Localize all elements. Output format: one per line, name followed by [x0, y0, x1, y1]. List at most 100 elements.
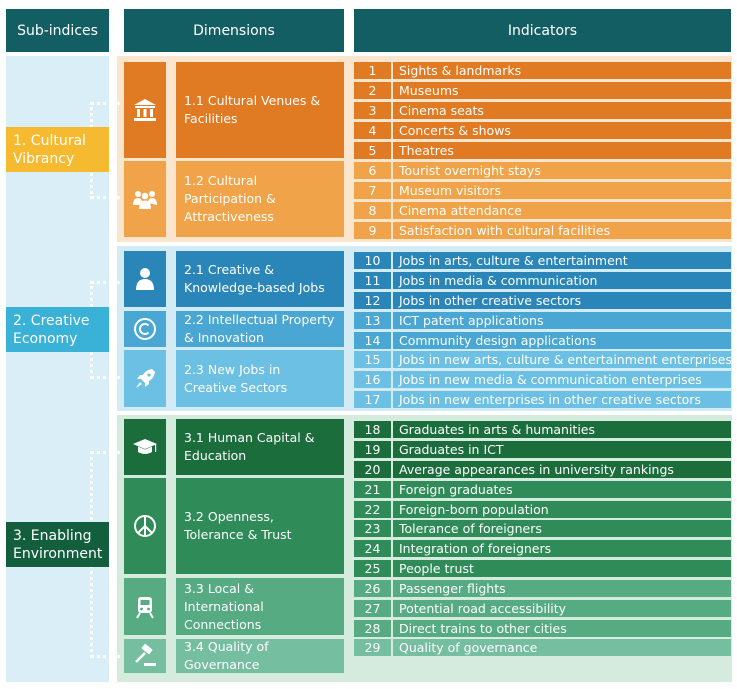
dimension-3-2: 3.2 Openness, Tolerance & Trust: [176, 478, 344, 574]
indicator-row: 28 Direct trains to other cities: [354, 620, 731, 637]
indicator-row: 12 Jobs in other creative sectors: [354, 292, 731, 309]
dimension-2-1-icon-box: [124, 251, 166, 307]
indicator-row: 13 ICT patent applications: [354, 312, 731, 329]
indicator-label: ICT patent applications: [393, 312, 731, 329]
indicator-number: 27: [354, 600, 391, 617]
indicator-label: Potential road accessibility: [393, 600, 731, 617]
dimension-3-4-icon-box: [124, 639, 166, 673]
dimension-2-3: 2.3 New Jobs in Creative Sectors: [176, 350, 344, 407]
indicator-number: 28: [354, 620, 391, 637]
indicator-row: 15 Jobs in new arts, culture & entertainm…: [354, 351, 731, 368]
indicator-label: Satisfaction with cultural facilities: [393, 222, 731, 239]
indicator-number: 29: [354, 639, 391, 656]
indicator-row: 20 Average appearances in university rank…: [354, 461, 731, 478]
indicator-number: 24: [354, 540, 391, 557]
indicator-label: Average appearances in university rankin…: [393, 461, 731, 478]
indicator-label: People trust: [393, 560, 731, 577]
indicator-label: Jobs in new enterprises in other creativ…: [393, 391, 731, 408]
indicator-label: Jobs in new arts, culture & entertainmen…: [393, 351, 731, 368]
dimension-2-2-icon-box: [124, 311, 166, 347]
dimension-3-3: 3.3 Local & International Connections: [176, 578, 344, 635]
indicator-number: 8: [354, 202, 391, 219]
dimension-label: 2.2 Intellectual Property & Innovation: [184, 312, 335, 345]
indicator-number: 19: [354, 441, 391, 458]
dimension-label: 1.2 Cultural Participation & Attractiven…: [184, 173, 276, 224]
indicator-row: 22 Foreign-born population: [354, 501, 731, 518]
people-icon: [133, 191, 157, 209]
indicator-number: 20: [354, 461, 391, 478]
indicator-row: 26 Passenger flights: [354, 580, 731, 597]
indicator-number: 7: [354, 182, 391, 199]
indicator-number: 22: [354, 501, 391, 518]
indicator-number: 10: [354, 252, 391, 269]
indicator-label: Museums: [393, 82, 731, 99]
subindex-creative-economy: 2. Creative Economy: [6, 307, 109, 352]
indicator-label: Museum visitors: [393, 182, 731, 199]
indicator-row: 5 Theatres: [354, 142, 731, 159]
dimension-label: 2.1 Creative & Knowledge-based Jobs: [184, 262, 325, 295]
indicator-label: Sights & landmarks: [393, 62, 731, 79]
subindex-label: 3. Enabling Environment: [13, 527, 103, 562]
peace-icon: [134, 515, 156, 537]
indicator-number: 14: [354, 332, 391, 349]
header-dimensions: Dimensions: [124, 9, 344, 52]
indicator-row: 21 Foreign graduates: [354, 481, 731, 498]
dimension-1-1: 1.1 Cultural Venues & Facilities: [176, 62, 344, 158]
indicator-number: 6: [354, 162, 391, 179]
indicator-label: Jobs in new media & communication enterp…: [393, 371, 731, 388]
rocket-icon: [136, 368, 155, 388]
header-subindices: Sub-indices: [6, 9, 109, 52]
indicator-label: Foreign-born population: [393, 501, 731, 518]
indicator-label: Quality of governance: [393, 639, 731, 656]
indicator-row: 11 Jobs in media & communication: [354, 272, 731, 289]
indicator-row: 24 Integration of foreigners: [354, 540, 731, 557]
indicator-row: 14 Community design applications: [354, 332, 731, 349]
dimension-label: 3.3 Local & International Connections: [184, 580, 264, 632]
gavel-icon: [135, 643, 156, 666]
graduation-cap-icon: [133, 439, 157, 454]
indicator-row: 18 Graduates in arts & humanities: [354, 421, 731, 438]
indicator-row: 1 Sights & landmarks: [354, 62, 731, 79]
dimension-label: 1.1 Cultural Venues & Facilities: [184, 93, 321, 126]
subindex-enabling-environment: 3. Enabling Environment: [6, 522, 109, 567]
indicator-label: Cinema seats: [393, 102, 731, 119]
indicator-label: Tolerance of foreigners: [393, 520, 731, 537]
indicator-number: 18: [354, 421, 391, 438]
indicator-number: 3: [354, 102, 391, 119]
header-indicators: Indicators: [354, 9, 731, 52]
dimension-3-4: 3.4 Quality of Governance: [176, 639, 344, 673]
dimension-label: 3.2 Openness, Tolerance & Trust: [184, 509, 292, 542]
indicator-row: 10 Jobs in arts, culture & entertainment: [354, 252, 731, 269]
dimension-2-3-icon-box: [124, 350, 166, 407]
indicator-number: 21: [354, 481, 391, 498]
indicator-label: Theatres: [393, 142, 731, 159]
indicator-number: 13: [354, 312, 391, 329]
indicator-label: Direct trains to other cities: [393, 620, 731, 637]
museum-icon: [134, 99, 156, 121]
indicator-label: Jobs in arts, culture & entertainment: [393, 252, 731, 269]
subindex-cultural-vibrancy: 1. Cultural Vibrancy: [6, 127, 109, 172]
indicator-label: Tourist overnight stays: [393, 162, 731, 179]
indicator-row: 2 Museums: [354, 82, 731, 99]
indicator-row: 19 Graduates in ICT: [354, 441, 731, 458]
dimension-label: 3.1 Human Capital & Education: [184, 430, 315, 463]
person-icon: [136, 268, 154, 290]
subindex-label: 2. Creative Economy: [13, 312, 90, 347]
indicator-number: 12: [354, 292, 391, 309]
indicator-number: 4: [354, 122, 391, 139]
indicator-row: 3 Cinema seats: [354, 102, 731, 119]
indicator-row: 25 People trust: [354, 560, 731, 577]
train-icon: [136, 596, 154, 619]
dimension-1-2-icon-box: [124, 161, 166, 237]
indicator-number: 1: [354, 62, 391, 79]
subindex-label: 1. Cultural Vibrancy: [13, 132, 86, 167]
indicator-row: 29 Quality of governance: [354, 639, 731, 656]
indicator-number: 15: [354, 351, 391, 368]
indicator-row: 4 Concerts & shows: [354, 122, 731, 139]
indicator-row: 7 Museum visitors: [354, 182, 731, 199]
indicator-number: 25: [354, 560, 391, 577]
dimension-1-2: 1.2 Cultural Participation & Attractiven…: [176, 161, 344, 237]
indicator-number: 9: [354, 222, 391, 239]
dimension-3-1-icon-box: [124, 419, 166, 475]
indicator-number: 2: [354, 82, 391, 99]
